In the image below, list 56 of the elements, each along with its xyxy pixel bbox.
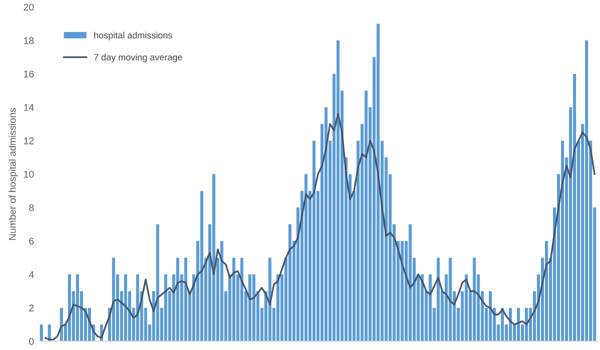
bar (252, 274, 256, 342)
bar (472, 258, 476, 342)
bar (212, 174, 216, 342)
bar (112, 258, 116, 342)
bar (200, 190, 204, 342)
bar (312, 140, 316, 342)
bar (400, 240, 404, 342)
y-tick-label: 20 (24, 4, 34, 11)
bar (304, 174, 308, 342)
bar (124, 274, 128, 342)
bar (184, 258, 188, 342)
bar (508, 308, 512, 342)
bar (240, 258, 244, 342)
y-tick-label: 10 (24, 170, 34, 178)
bar (464, 274, 468, 342)
bar (136, 274, 140, 342)
y-tick-label: 2 (29, 304, 34, 312)
y-axis-title: Number of hospital admissions (8, 108, 18, 240)
bar (288, 224, 292, 342)
y-tick-label: 18 (24, 37, 34, 44)
bar (516, 308, 520, 342)
bar (156, 224, 160, 342)
y-tick-label: 8 (29, 204, 34, 212)
bar (220, 240, 224, 342)
y-tick-label: 4 (28, 271, 34, 278)
bar (544, 240, 548, 342)
y-tick-label: 0 (29, 338, 34, 345)
bar (448, 258, 452, 342)
y-tick-label: 6 (29, 238, 34, 245)
bar (561, 140, 564, 342)
bar (436, 258, 440, 342)
bar (488, 291, 492, 342)
bar (420, 274, 424, 342)
bar (408, 224, 412, 342)
y-tick-label: 12 (24, 137, 34, 144)
bar (268, 258, 272, 342)
bar (232, 258, 236, 342)
y-tick-label: 16 (24, 70, 34, 78)
bar (40, 324, 43, 342)
bar (248, 274, 252, 342)
legend-label: 7 day moving average (94, 54, 182, 62)
y-tick-label: 14 (24, 104, 34, 111)
bar (176, 258, 180, 342)
bar (336, 40, 340, 342)
bar (585, 40, 588, 342)
bar (573, 74, 576, 342)
bar (324, 107, 328, 342)
bar (276, 274, 280, 342)
bar (428, 274, 432, 342)
bar (164, 274, 168, 342)
bar (364, 90, 368, 342)
bar (76, 274, 79, 342)
line-series (44, 113, 596, 340)
legend-label: hospital admissions (94, 32, 172, 40)
bar (376, 24, 380, 342)
bar (68, 274, 71, 342)
